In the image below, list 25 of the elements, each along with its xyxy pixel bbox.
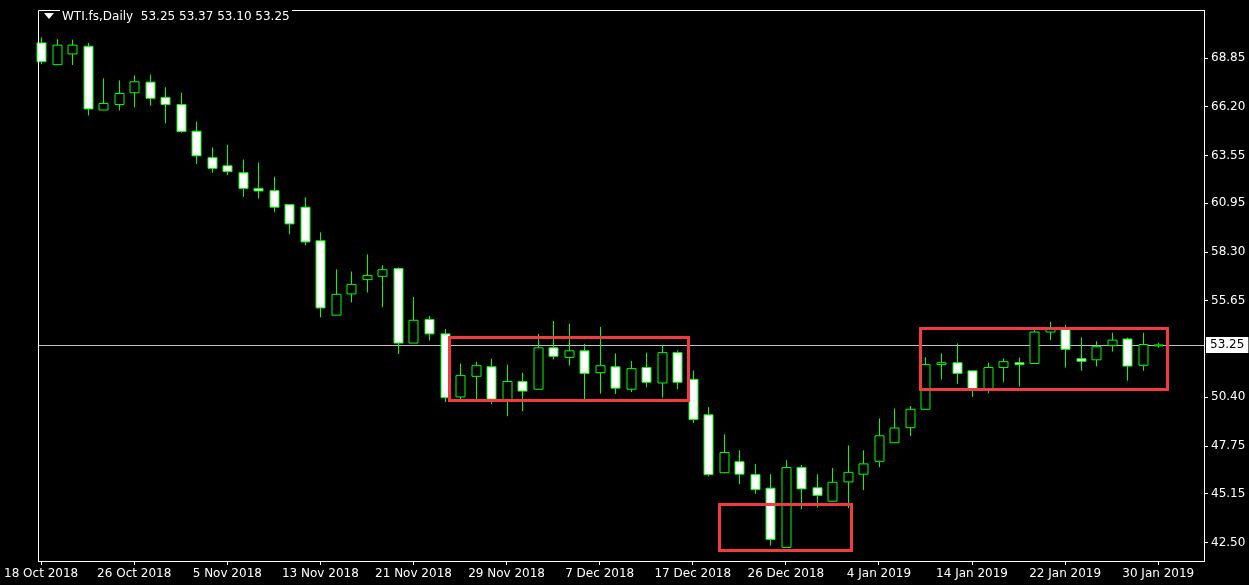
x-tick-label: 18 Oct 2018 (4, 566, 79, 581)
x-tick-label: 21 Nov 2018 (375, 566, 452, 581)
x-tick-label: 14 Jan 2019 (936, 566, 1009, 581)
y-tick-label: 66.20 (1211, 98, 1246, 113)
y-tick-label: 63.55 (1211, 147, 1246, 162)
y-tick-label: 50.40 (1211, 389, 1246, 404)
y-tick-label: 47.75 (1211, 438, 1246, 453)
y-tick-label: 55.65 (1211, 292, 1246, 307)
x-tick-label: 26 Oct 2018 (97, 566, 172, 581)
ref-line-label: 53.25 (1210, 337, 1245, 352)
x-tick-label: 30 Jan 2019 (1122, 566, 1195, 581)
x-tick-label: 26 Dec 2018 (747, 566, 825, 581)
y-tick-label: 58.30 (1211, 244, 1246, 259)
y-tick-label: 68.85 (1211, 50, 1246, 65)
x-tick-label: 13 Nov 2018 (281, 566, 359, 581)
x-tick-label: 17 Dec 2018 (654, 566, 732, 581)
x-tick-label: 4 Jan 2019 (846, 566, 912, 581)
y-tick-label: 42.50 (1211, 534, 1246, 549)
x-tick-label: 7 Dec 2018 (565, 566, 635, 581)
chart-title: WTI.fs,Daily 53.25 53.37 53.10 53.25 (60, 9, 292, 23)
y-tick-label: 45.15 (1211, 486, 1246, 500)
x-tick-label: 5 Nov 2018 (192, 566, 262, 581)
x-tick-label: 22 Jan 2019 (1029, 566, 1102, 581)
y-tick-label: 60.95 (1211, 195, 1246, 210)
x-tick-label: 29 Nov 2018 (468, 566, 545, 581)
